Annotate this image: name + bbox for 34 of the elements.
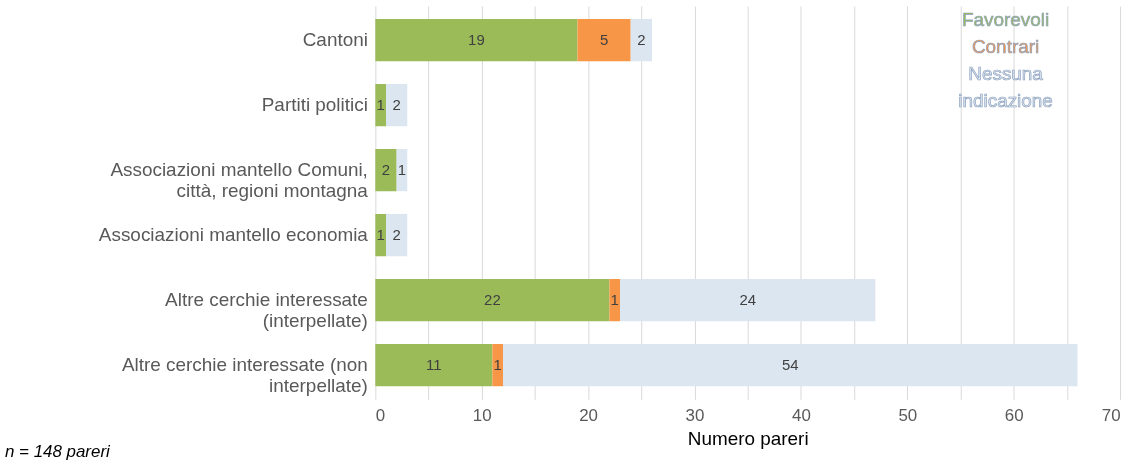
x-tick-label: 70 bbox=[1101, 405, 1121, 425]
y-tick-label: Associazioni mantello economia bbox=[98, 224, 369, 246]
data-label: 1 bbox=[493, 356, 502, 374]
x-tick-label: 50 bbox=[898, 405, 918, 425]
y-tick-label: Altre cerchie interessate (interpellate) bbox=[165, 289, 368, 332]
text: n = 148 pareri bbox=[4, 442, 112, 461]
y-tick-label: Partiti politici bbox=[261, 94, 368, 116]
text: Nessuna indicazione bbox=[958, 62, 1053, 111]
data-label: 2 bbox=[381, 161, 391, 179]
y-tick-label: Associazioni mantello Comuni, città, regioni montagna bbox=[110, 159, 369, 201]
x-tick-label: 10 bbox=[472, 405, 492, 425]
text: Contrari bbox=[971, 35, 1040, 57]
x-tick-label: 0 bbox=[375, 405, 386, 425]
y-tick-label: Altre cerchie interessate (non interpellate) bbox=[121, 354, 368, 397]
data-label: 2 bbox=[392, 226, 401, 244]
x-axis-title: Numero pareri bbox=[687, 427, 809, 449]
data-label: 1 bbox=[610, 291, 619, 309]
x-tick-label: 60 bbox=[1004, 405, 1024, 425]
x-tick-label: 30 bbox=[685, 405, 705, 425]
data-label: 1 bbox=[376, 96, 385, 114]
data-label: 1 bbox=[376, 226, 385, 244]
y-tick-label: Cantoni bbox=[302, 29, 368, 51]
data-label: 22 bbox=[484, 291, 501, 309]
x-tick-label: 20 bbox=[579, 405, 599, 425]
data-label: 24 bbox=[739, 291, 757, 309]
data-label: 19 bbox=[468, 31, 485, 49]
data-label: 5 bbox=[599, 31, 609, 49]
text: Favorevoli bbox=[961, 8, 1050, 30]
data-label: 11 bbox=[426, 356, 442, 374]
data-label: 1 bbox=[397, 161, 407, 179]
x-tick-label: 40 bbox=[791, 405, 811, 425]
data-label: 2 bbox=[637, 31, 646, 49]
data-label: 54 bbox=[781, 356, 799, 374]
data-label: 2 bbox=[392, 96, 401, 114]
